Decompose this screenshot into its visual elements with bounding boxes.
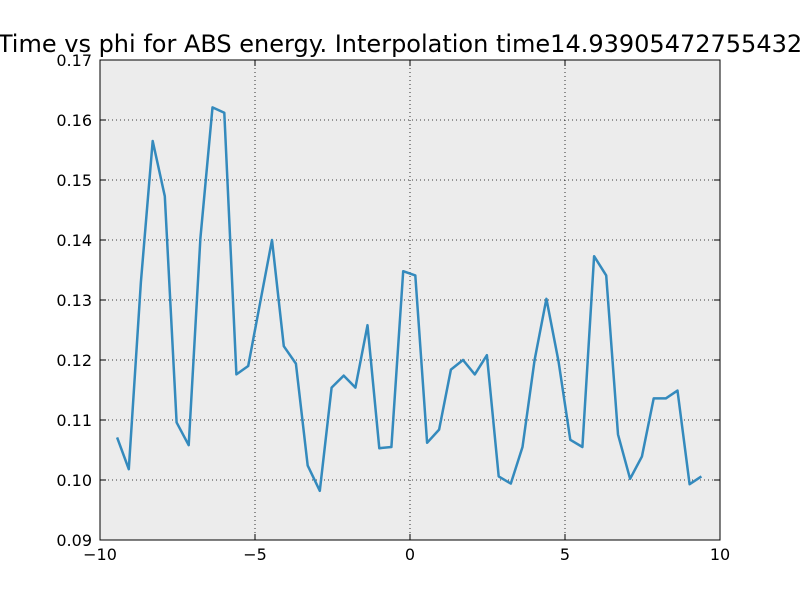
- y-tick-label: 0.17: [56, 51, 92, 70]
- y-tick-label: 0.10: [56, 471, 92, 490]
- y-tick-label: 0.13: [56, 291, 92, 310]
- series-line: [115, 106, 703, 493]
- x-tick-label: 10: [710, 545, 730, 564]
- x-tick-label: 5: [560, 545, 570, 564]
- chart-title: Time vs phi for ABS energy. Interpolatio…: [0, 30, 800, 58]
- x-tick-label: 0: [405, 545, 415, 564]
- y-tick-label: 0.12: [56, 351, 92, 370]
- axis-ticks: [99, 59, 721, 541]
- y-tick-label: 0.11: [56, 411, 92, 430]
- y-tick-label: 0.15: [56, 171, 92, 190]
- y-tick-label: 0.16: [56, 111, 92, 130]
- y-tick-label: 0.09: [56, 531, 92, 550]
- x-tick-label: −5: [243, 545, 267, 564]
- y-tick-label: 0.14: [56, 231, 92, 250]
- x-tick-label: −10: [83, 545, 117, 564]
- axis-tick-labels: −10 −5 0 5 10 0.09 0.10 0.11 0.12 0.13 0.14 0.15 0.1…: [56, 51, 730, 564]
